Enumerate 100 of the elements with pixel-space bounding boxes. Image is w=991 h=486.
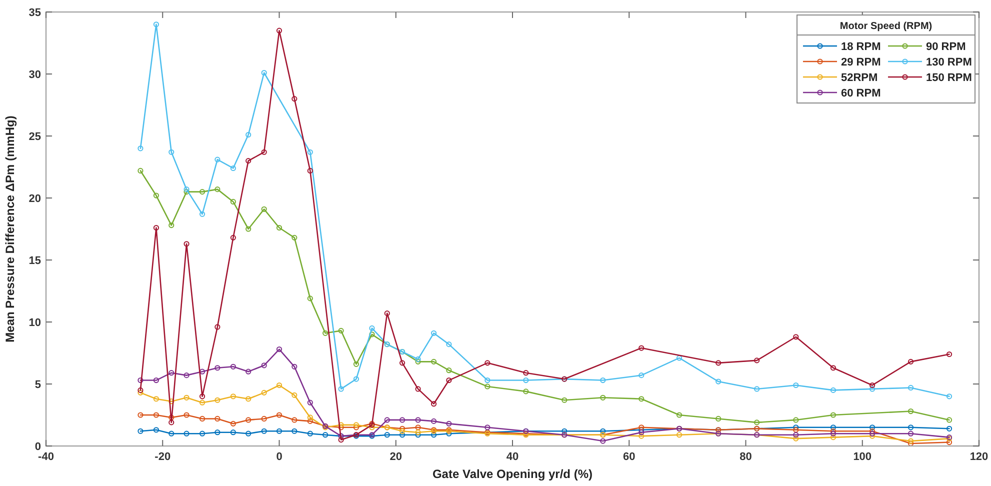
point <box>246 430 252 436</box>
point <box>446 377 452 384</box>
point <box>214 365 220 371</box>
point <box>484 424 490 430</box>
legend-label: 90 RPM <box>926 41 966 53</box>
point <box>600 428 606 434</box>
point <box>261 70 267 76</box>
point <box>168 222 174 228</box>
point <box>830 430 836 436</box>
point <box>276 382 282 388</box>
x-tick-label: 0 <box>276 451 282 463</box>
point <box>168 430 174 436</box>
point <box>600 394 606 400</box>
point <box>276 428 282 434</box>
point <box>214 156 220 162</box>
point <box>246 132 252 138</box>
point <box>230 394 236 400</box>
point <box>214 324 220 330</box>
point <box>261 149 267 155</box>
point <box>716 360 722 366</box>
point <box>430 358 437 364</box>
point <box>138 387 144 393</box>
y-tick-label: 25 <box>28 131 41 143</box>
point <box>184 186 190 192</box>
legend-title: Motor Speed (RPM) <box>840 21 932 32</box>
point <box>793 436 799 442</box>
point <box>230 420 236 426</box>
point <box>353 422 360 428</box>
point <box>184 430 190 436</box>
y-tick-label: 15 <box>28 255 41 267</box>
point <box>353 376 360 382</box>
point <box>754 420 760 426</box>
x-tick-label: 20 <box>390 451 402 463</box>
point <box>446 342 452 348</box>
point <box>754 358 760 364</box>
point <box>168 414 174 420</box>
point <box>369 332 375 338</box>
point <box>638 345 644 351</box>
point <box>338 386 344 392</box>
point <box>138 412 144 418</box>
point <box>399 417 406 423</box>
point <box>292 364 298 370</box>
point <box>415 430 421 436</box>
x-tick-label: -20 <box>154 451 171 463</box>
point <box>415 356 421 362</box>
point <box>600 438 606 444</box>
point <box>399 360 406 366</box>
y-tick-label: 0 <box>34 441 41 453</box>
point <box>415 432 421 438</box>
point <box>638 424 644 430</box>
point <box>399 432 406 438</box>
point <box>138 428 144 434</box>
point <box>869 382 876 388</box>
point <box>230 165 236 172</box>
point <box>292 428 298 434</box>
point <box>138 377 144 384</box>
point <box>369 424 375 430</box>
point <box>153 412 160 418</box>
point <box>830 434 836 440</box>
point <box>830 412 836 418</box>
point <box>430 418 437 424</box>
point <box>307 168 313 174</box>
point <box>946 426 952 432</box>
point <box>338 328 344 334</box>
point <box>322 330 328 336</box>
point <box>399 428 406 434</box>
point <box>153 377 160 384</box>
point <box>261 362 267 368</box>
legend-label: 130 RPM <box>926 56 972 68</box>
point <box>138 168 144 174</box>
point <box>869 430 876 436</box>
point <box>214 430 220 436</box>
point <box>353 361 360 367</box>
x-tick-label: 100 <box>853 451 872 463</box>
point <box>307 400 313 406</box>
point <box>138 146 144 152</box>
point <box>184 412 190 418</box>
point <box>276 346 282 352</box>
point <box>307 296 313 302</box>
point <box>869 386 876 392</box>
point <box>562 397 568 403</box>
point <box>676 355 682 361</box>
point <box>184 394 190 400</box>
point <box>793 334 799 340</box>
point <box>261 416 267 422</box>
point <box>168 370 174 376</box>
point <box>638 372 644 378</box>
point <box>484 377 490 384</box>
x-tick-label: 80 <box>740 451 752 463</box>
legend-label: 60 RPM <box>841 88 881 100</box>
legend-label: 52RPM <box>841 72 878 84</box>
point <box>246 226 252 232</box>
point <box>168 398 174 404</box>
point <box>246 396 252 402</box>
point <box>793 427 799 433</box>
point <box>184 372 190 378</box>
point <box>430 432 437 438</box>
point <box>230 234 236 240</box>
point <box>830 387 836 393</box>
point <box>638 433 644 439</box>
